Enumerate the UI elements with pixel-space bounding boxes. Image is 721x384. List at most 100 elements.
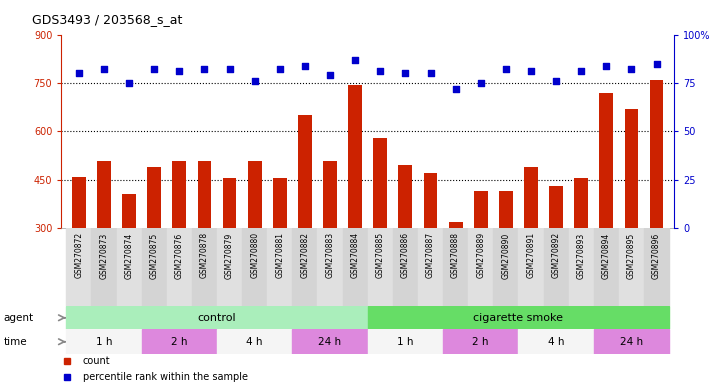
Text: GSM270888: GSM270888	[451, 232, 460, 278]
Text: GSM270883: GSM270883	[326, 232, 335, 278]
Point	[224, 66, 235, 73]
Text: GSM270889: GSM270889	[477, 232, 485, 278]
Bar	[524, 167, 538, 228]
Text: time: time	[0, 383, 1, 384]
Bar	[248, 161, 262, 228]
Text: GSM270893: GSM270893	[577, 232, 585, 278]
Bar	[569, 228, 594, 306]
Bar	[348, 84, 362, 228]
Point	[450, 86, 461, 92]
Bar	[518, 228, 544, 306]
Bar	[393, 228, 418, 306]
Text: GSM270880: GSM270880	[250, 232, 259, 278]
Text: GSM270891: GSM270891	[526, 232, 536, 278]
Point	[73, 70, 84, 76]
Bar	[97, 161, 111, 228]
Bar	[92, 228, 117, 306]
Text: 24 h: 24 h	[319, 337, 342, 347]
Text: GSM270882: GSM270882	[301, 232, 309, 278]
Bar	[424, 174, 438, 228]
Bar	[223, 178, 236, 228]
Bar	[217, 329, 292, 354]
Point	[149, 66, 160, 73]
Text: GSM270878: GSM270878	[200, 232, 209, 278]
Text: GSM270895: GSM270895	[627, 232, 636, 278]
Bar	[499, 191, 513, 228]
Text: GSM270896: GSM270896	[652, 232, 661, 278]
Bar	[443, 228, 468, 306]
Bar	[599, 93, 614, 228]
Text: GSM270875: GSM270875	[150, 232, 159, 278]
Bar	[66, 306, 368, 329]
Bar	[474, 191, 487, 228]
Text: GSM270872: GSM270872	[74, 232, 84, 278]
Bar	[399, 166, 412, 228]
Bar	[141, 228, 167, 306]
Point	[525, 68, 536, 74]
Point	[174, 68, 185, 74]
Text: GSM270885: GSM270885	[376, 232, 385, 278]
Bar	[624, 109, 638, 228]
Bar	[192, 228, 217, 306]
Text: GSM270879: GSM270879	[225, 232, 234, 278]
Bar	[122, 194, 136, 228]
Point	[350, 57, 361, 63]
Bar	[443, 329, 518, 354]
Point	[500, 66, 512, 73]
Text: 24 h: 24 h	[620, 337, 643, 347]
Text: control: control	[198, 313, 236, 323]
Bar	[72, 177, 86, 228]
Bar	[549, 186, 563, 228]
Point	[475, 80, 487, 86]
Text: agent: agent	[0, 383, 1, 384]
Bar	[594, 329, 669, 354]
Bar	[418, 228, 443, 306]
Text: count: count	[83, 356, 110, 366]
Text: GSM270894: GSM270894	[602, 232, 611, 278]
Bar	[342, 228, 368, 306]
Text: GDS3493 / 203568_s_at: GDS3493 / 203568_s_at	[32, 13, 183, 26]
Point	[575, 68, 587, 74]
Bar	[368, 306, 669, 329]
Bar	[141, 329, 217, 354]
Point	[98, 66, 110, 73]
Text: GSM270873: GSM270873	[99, 232, 108, 278]
Text: 1 h: 1 h	[96, 337, 112, 347]
Point	[651, 61, 663, 67]
Bar	[167, 228, 192, 306]
Text: 4 h: 4 h	[548, 337, 565, 347]
Bar	[323, 161, 337, 228]
Text: time: time	[4, 337, 27, 347]
Bar	[298, 115, 311, 228]
Bar	[468, 228, 493, 306]
Bar	[292, 329, 368, 354]
Text: 1 h: 1 h	[397, 337, 414, 347]
Bar	[575, 178, 588, 228]
Text: percentile rank within the sample: percentile rank within the sample	[83, 372, 248, 382]
Text: GSM270892: GSM270892	[552, 232, 561, 278]
Bar	[644, 228, 669, 306]
Text: GSM270876: GSM270876	[174, 232, 184, 278]
Point	[374, 68, 386, 74]
Text: agent: agent	[4, 313, 34, 323]
Bar	[273, 178, 287, 228]
Point	[249, 78, 260, 84]
Point	[324, 72, 336, 78]
Text: GSM270881: GSM270881	[275, 232, 284, 278]
Text: 2 h: 2 h	[171, 337, 187, 347]
Bar	[448, 222, 463, 228]
Bar	[373, 138, 387, 228]
Bar	[650, 80, 663, 228]
Text: GDS3493 / 203568_s_at: GDS3493 / 203568_s_at	[0, 383, 1, 384]
Text: 2 h: 2 h	[472, 337, 489, 347]
Bar	[242, 228, 267, 306]
Text: 4 h: 4 h	[247, 337, 263, 347]
Point	[399, 70, 411, 76]
Bar	[493, 228, 518, 306]
Point	[601, 63, 612, 69]
Bar	[368, 329, 443, 354]
Bar	[317, 228, 342, 306]
Point	[123, 80, 135, 86]
Point	[199, 66, 211, 73]
Bar	[267, 228, 292, 306]
